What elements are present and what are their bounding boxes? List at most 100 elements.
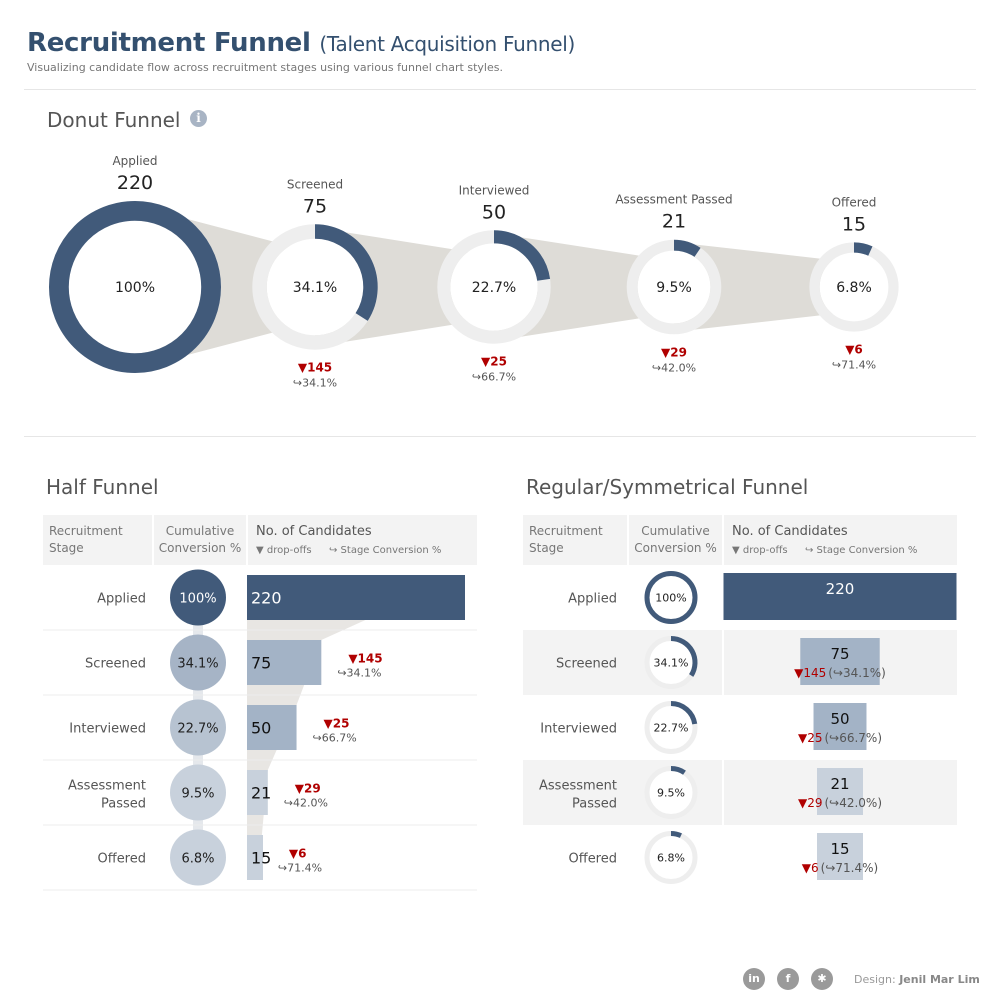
dropoff-label: ▼145 [794,666,826,680]
donut-stage-conv-label: ↪42.0% [652,361,696,374]
half-section-title: Half Funnel [46,475,159,499]
cumulative-circle [170,829,226,886]
table-header-bg [523,515,957,565]
header-stage-conv: ↪ Stage Conversion % [805,545,917,556]
cumulative-label: 6.8% [181,852,214,867]
dropoff-label: ▼29 [295,782,321,796]
stage-label-2: Passed [572,797,617,812]
donut-dropoff-label: ▼6 [845,343,863,357]
header: Recruitment Funnel (Talent Acquisition F… [27,28,575,74]
header-cumulative-2: Conversion % [634,541,717,555]
donut-section-title: Donut Funnel [47,108,181,132]
dropoff-label: ▼6 [802,861,819,875]
stage-conv-label: (↪34.1%) [828,666,886,680]
cumulative-ring-bg [647,573,695,622]
stage-label: Offered [569,852,618,867]
half-funnel-bar [247,835,263,880]
stage-conv-label: ↪34.1% [337,667,381,680]
stage-label: Screened [556,657,617,672]
regular-section-title: Regular/Symmetrical Funnel [526,475,809,499]
linkedin-icon[interactable]: in [743,968,765,990]
half-funnel-bar [247,770,268,815]
header-cumulative-2: Conversion % [159,541,242,555]
stage-conv-label: (↪42.0%) [824,796,882,810]
bar-sub-label: ▼145 (↪34.1%) [794,666,886,680]
dropoff-label: ▼25 [798,731,823,745]
donut-count-label: 21 [662,211,686,233]
cumulative-ring-bg [647,833,695,882]
page-title: Recruitment Funnel (Talent Acquisition F… [27,28,575,58]
cumulative-ring-arc [670,831,682,838]
stage-label: Offered [98,852,147,867]
cumulative-circle [170,764,226,821]
info-icon[interactable]: i [190,110,207,127]
header-cumulative-1: Cumulative [166,524,235,538]
donut-ring-arc [314,224,378,321]
donut-stage-label: Interviewed [459,183,530,197]
donut-count-label: 75 [303,195,327,217]
donut-count-label: 15 [842,213,866,235]
donut-dropoff-label: ▼25 [481,355,507,369]
header-candidates: No. of Candidates [732,524,848,539]
half-funnel-chart: Recruitment Stage Cumulative Conversion % No… [43,515,477,891]
bar-value-label: 15 [830,840,849,858]
regular-funnel-bar [817,768,863,815]
dropoff-label: ▼25 [324,717,350,731]
header-candidates: No. of Candidates [256,524,372,539]
cumulative-label: 6.8% [657,852,685,865]
bar-value-label: 21 [830,775,849,793]
stage-conv-label: (↪71.4%) [821,861,879,875]
donut-stage-conv-label: ↪66.7% [472,371,516,384]
donut-stage-label: Assessment Passed [615,193,732,207]
cumulative-circle [170,699,226,756]
title-main: Recruitment Funnel [27,28,311,58]
footer: in f ✱ Design: Jenil Mar Lim [740,968,980,992]
cumulative-label: 100% [655,592,686,605]
donut-ring-arc [673,239,701,258]
dropoff-label: ▼29 [798,796,823,810]
bar-value-label: 21 [251,784,271,803]
cumulative-label: 100% [179,592,216,607]
bar-value-label: 75 [251,654,271,673]
cumulative-ring-arc [644,571,698,624]
tableau-icon[interactable]: ✱ [811,968,833,990]
half-funnel-bar [247,575,465,620]
row-stripe [523,630,957,695]
stage-conv-label: ↪71.4% [278,862,322,875]
stage-label-1: Assessment [68,779,146,794]
cumulative-ring-bg [647,703,695,752]
dropoff-label: ▼6 [289,847,307,861]
stage-label: Interviewed [69,722,146,737]
row-stripe [523,760,957,825]
donut-stage-conv-label: ↪34.1% [293,377,337,390]
donut-ring-arc [493,230,551,281]
donut-count-label: 220 [117,172,153,194]
header-dropoffs: ▼ drop-offs [256,545,312,556]
donut-center-label: 6.8% [836,280,872,296]
divider-middle [24,436,976,437]
bar-value-label: 15 [251,849,271,868]
donut-ring-arc [853,242,873,256]
donut-hole [819,252,889,322]
facebook-icon[interactable]: f [777,968,799,990]
donut-center-label: 34.1% [293,280,337,296]
stage-label: Applied [97,592,146,607]
donut-center-label: 22.7% [472,280,516,296]
bar-sub-label: ▼6 (↪71.4%) [802,861,878,875]
bar-sub-label: ▼25 (↪66.7%) [798,731,882,745]
half-funnel-bar [247,640,322,685]
page-subtitle: Visualizing candidate flow across recrui… [27,61,503,74]
cumulative-ring-bg [647,638,695,687]
dropoff-label: ▼145 [348,652,382,666]
bar-value-label: 220 [826,580,855,598]
cumulative-label: 34.1% [654,657,689,670]
donut-ring-track [626,239,722,335]
donut-hole [450,243,538,331]
cumulative-circle [170,634,226,691]
donut-dropoff-label: ▼145 [298,361,332,375]
header-stage-2: Stage [529,541,564,555]
title-sub: (Talent Acquisition Funnel) [319,32,575,56]
donut-center-label: 100% [115,280,155,296]
stage-label: Applied [568,592,617,607]
regular-funnel-chart: Recruitment Stage Cumulative Conversion % No… [523,515,957,884]
